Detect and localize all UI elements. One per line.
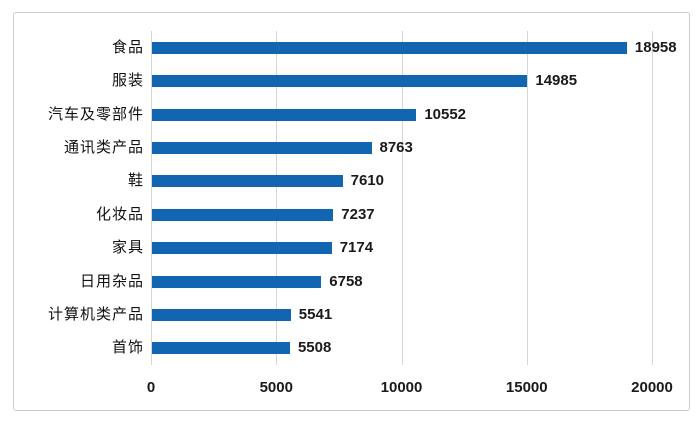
bar-6: [152, 242, 332, 255]
value-data-label: 7174: [339, 239, 374, 257]
y-axis-line: [151, 31, 152, 365]
vertical-gridline: [276, 31, 278, 365]
value-data-label: 8763: [379, 138, 413, 156]
value-data-label: 5541: [298, 305, 333, 323]
x-axis-tick-label: 0: [146, 379, 156, 396]
value-data-label: 10552: [424, 105, 467, 123]
value-data-label: 6758: [329, 272, 363, 290]
bar-1: [152, 75, 528, 88]
x-axis-tick-label: 10000: [380, 379, 423, 396]
bar-2: [152, 108, 417, 121]
vertical-gridline: [401, 31, 403, 365]
category-label: 化妆品: [95, 206, 144, 223]
category-label: 食品: [111, 39, 144, 56]
vertical-gridline: [526, 31, 528, 365]
category-label: 计算机类产品: [47, 306, 144, 323]
bar-0: [152, 41, 627, 54]
value-data-label: 5508: [297, 339, 332, 357]
category-label: 首饰: [111, 340, 144, 357]
bar-7: [152, 275, 322, 288]
bar-8: [152, 308, 291, 321]
bar-9: [152, 342, 290, 355]
category-label: 汽车及零部件: [47, 106, 144, 123]
x-axis-tick-label: 5000: [259, 379, 293, 396]
value-data-label: 18958: [634, 38, 677, 56]
category-label: 家具: [111, 240, 144, 257]
category-label: 服装: [111, 73, 144, 90]
bar-5: [152, 208, 334, 221]
bar-4: [152, 175, 343, 188]
value-data-label: 14985: [535, 72, 578, 90]
x-axis-tick-label: 15000: [505, 379, 548, 396]
x-axis-tick-label: 20000: [631, 379, 673, 396]
value-data-label: 7237: [341, 205, 375, 223]
category-label: 日用杂品: [79, 273, 144, 290]
chart-frame: 食品服装汽车及零部件通讯类产品鞋化妆品家具日用杂品计算机类产品首饰 18958 1…: [13, 12, 690, 411]
value-data-label: 7610: [350, 172, 384, 190]
category-label: 鞋: [127, 173, 144, 190]
category-label: 通讯类产品: [63, 139, 144, 156]
bar-3: [152, 141, 372, 154]
vertical-gridline: [652, 31, 653, 365]
